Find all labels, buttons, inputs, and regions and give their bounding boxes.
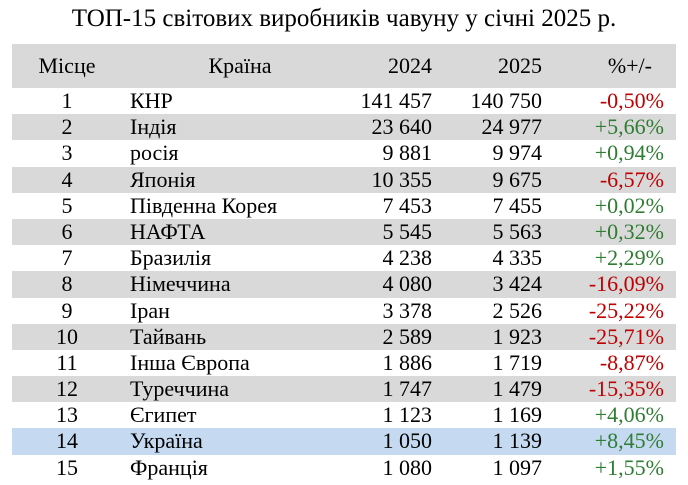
table-row: 7 Бразилія 4 238 4 335 +2,29%: [12, 245, 676, 271]
place-cell: 15: [56, 454, 78, 480]
country-cell: росія: [130, 140, 179, 166]
change-cell: -15,35%: [588, 376, 664, 402]
country-cell: Німеччина: [130, 271, 231, 297]
table-body: 1 КНР 141 457 140 750 -0,50% 2 Індія 23 640 24 9…: [12, 88, 676, 481]
value-2025-cell: 1 139: [492, 428, 543, 454]
value-2024-cell: 9 881: [382, 140, 433, 166]
table-row: 15 Франція 1 080 1 097 +1,55%: [12, 455, 676, 481]
change-cell: -0,50%: [599, 88, 664, 113]
place-cell: 8: [61, 271, 73, 297]
value-2025-cell: 1 097: [492, 454, 543, 480]
value-2024-cell: 23 640: [371, 114, 433, 140]
place-cell: 13: [56, 402, 78, 428]
value-2024-cell: 7 453: [382, 192, 433, 218]
country-cell: Іран: [130, 297, 170, 323]
value-2025-cell: 5 563: [492, 218, 543, 244]
value-2025-cell: 1 719: [492, 349, 543, 375]
change-cell: -25,71%: [588, 323, 664, 349]
header-country: Країна: [208, 53, 272, 78]
change-cell: +2,29%: [594, 245, 664, 271]
value-2025-cell: 1 479: [492, 376, 543, 402]
value-2025-cell: 4 335: [492, 245, 543, 271]
value-2025-cell: 24 977: [481, 114, 543, 140]
table-row: 5 Південна Корея 7 453 7 455 +0,02%: [12, 193, 676, 219]
value-2024-cell: 2 589: [382, 323, 433, 349]
header-change: %+/-: [607, 53, 652, 78]
country-cell: Тайвань: [130, 323, 207, 349]
value-2025-cell: 9 974: [492, 140, 543, 166]
change-cell: +8,45%: [594, 428, 664, 454]
country-cell: Інша Європа: [130, 349, 250, 375]
change-cell: +0,32%: [594, 218, 664, 244]
place-cell: 5: [61, 192, 73, 218]
change-cell: +0,02%: [594, 192, 664, 218]
value-2024-cell: 1 747: [382, 376, 433, 402]
place-cell: 2: [61, 114, 73, 140]
table-row: 8 Німеччина 4 080 3 424 -16,09%: [12, 271, 676, 298]
table-header-row: Місце Країна 2024 2025 %+/-: [12, 44, 676, 88]
value-2024-cell: 141 457: [360, 88, 433, 113]
value-2025-cell: 7 455: [492, 192, 543, 218]
country-cell: Південна Корея: [130, 192, 278, 218]
value-2025-cell: 2 526: [492, 297, 543, 323]
table-row: 13 Єгипет 1 123 1 169 +4,06%: [12, 402, 676, 428]
change-cell: -6,57%: [599, 166, 664, 192]
place-cell: 14: [56, 428, 78, 454]
header-2025: 2025: [498, 53, 542, 78]
value-2024-cell: 10 355: [371, 166, 433, 192]
place-cell: 6: [61, 218, 73, 244]
change-cell: +0,94%: [594, 140, 664, 166]
value-2024-cell: 5 545: [382, 218, 433, 244]
header-2024: 2024: [388, 53, 432, 78]
table-row: 10 Тайвань 2 589 1 923 -25,71%: [12, 323, 676, 350]
change-cell: +4,06%: [594, 402, 664, 428]
place-cell: 1: [61, 88, 73, 113]
place-cell: 12: [56, 376, 78, 402]
value-2024-cell: 3 378: [382, 297, 433, 323]
change-cell: +1,55%: [594, 454, 664, 480]
place-cell: 10: [56, 323, 78, 349]
table-row: 1 КНР 141 457 140 750 -0,50%: [12, 88, 676, 114]
value-2025-cell: 1 923: [492, 323, 543, 349]
table-title: ТОП-15 світових виробників чавуну у січн…: [71, 5, 617, 32]
table-row: 11 Інша Європа 1 886 1 719 -8,87%: [12, 350, 676, 376]
country-cell: Єгипет: [130, 402, 197, 428]
country-cell: Бразилія: [130, 245, 212, 271]
place-cell: 9: [61, 297, 73, 323]
table-row: 14 Україна 1 050 1 139 +8,45%: [12, 428, 676, 455]
change-cell: -25,22%: [588, 297, 664, 323]
place-cell: 7: [61, 245, 73, 271]
value-2024-cell: 4 238: [382, 245, 433, 271]
country-cell: Туреччина: [130, 376, 229, 402]
country-cell: Франція: [130, 454, 208, 480]
table-row: 6 НАФТА 5 545 5 563 +0,32%: [12, 218, 676, 246]
value-2024-cell: 4 080: [382, 271, 433, 297]
production-table: Місце Країна 2024 2025 %+/- 1 КНР 141 457 1…: [12, 44, 676, 481]
table-row: 12 Туреччина 1 747 1 479 -15,35%: [12, 376, 676, 403]
value-2024-cell: 1 123: [382, 402, 433, 428]
country-cell: КНР: [130, 88, 173, 113]
change-cell: +5,66%: [594, 114, 664, 140]
value-2024-cell: 1 080: [382, 454, 433, 480]
table-row: 9 Іран 3 378 2 526 -25,22%: [12, 298, 676, 324]
value-2025-cell: 3 424: [492, 271, 543, 297]
country-cell: Індія: [130, 114, 177, 140]
country-cell: НАФТА: [130, 218, 206, 244]
value-2025-cell: 9 675: [492, 166, 543, 192]
header-place: Місце: [38, 53, 96, 78]
country-cell: Японія: [130, 166, 196, 192]
table-row: 2 Індія 23 640 24 977 +5,66%: [12, 114, 676, 141]
value-2025-cell: 1 169: [492, 402, 543, 428]
value-2024-cell: 1 050: [382, 428, 433, 454]
place-cell: 3: [61, 140, 73, 166]
change-cell: -8,87%: [599, 349, 664, 375]
table-row: 4 Японія 10 355 9 675 -6,57%: [12, 166, 676, 193]
table-row: 3 росія 9 881 9 974 +0,94%: [12, 140, 676, 166]
country-cell: Україна: [130, 428, 203, 454]
place-cell: 11: [56, 349, 78, 375]
value-2024-cell: 1 886: [382, 349, 433, 375]
value-2025-cell: 140 750: [470, 88, 543, 113]
change-cell: -16,09%: [588, 271, 664, 297]
place-cell: 4: [61, 166, 73, 192]
